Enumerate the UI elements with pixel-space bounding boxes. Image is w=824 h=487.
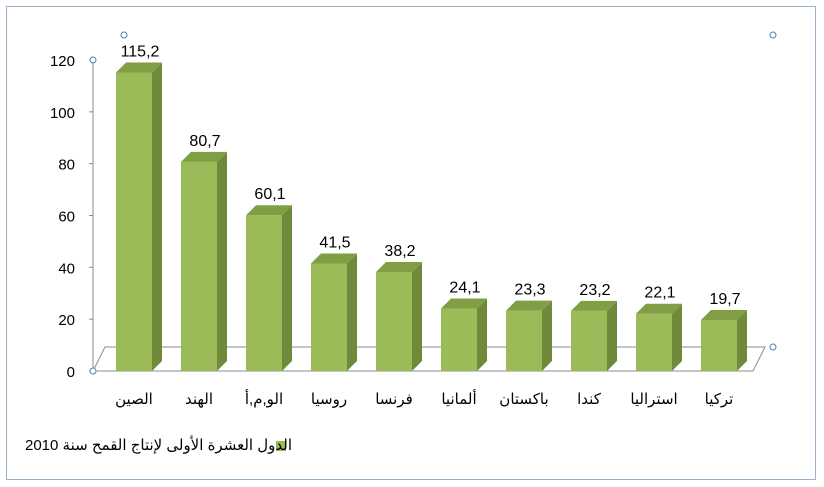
bar-top: [636, 303, 682, 314]
bar-side: [152, 62, 162, 371]
y-tick-label: 120: [50, 53, 75, 70]
bar: [506, 300, 552, 371]
bar-top: [181, 151, 227, 162]
y-tick-label: 40: [58, 260, 75, 277]
data-label: 23,3: [514, 282, 545, 299]
bar-front: [116, 72, 152, 371]
selection-handle: [120, 31, 128, 39]
y-tick-label: 100: [50, 105, 75, 122]
bar-front: [701, 319, 737, 371]
legend: الدول العشرة الأولى لإنتاج القمح سنة 201…: [25, 435, 292, 455]
bar-top: [116, 62, 162, 73]
y-tick-label: 60: [58, 209, 75, 226]
legend-label: الدول العشرة الأولى لإنتاج القمح سنة 201…: [25, 435, 292, 455]
category-label: الهند: [185, 391, 213, 408]
bar-top: [246, 205, 292, 216]
bar: [116, 62, 162, 371]
bar-front: [636, 313, 672, 371]
bar: [571, 300, 617, 371]
data-label: 60,1: [254, 186, 285, 203]
category-label: كندا: [577, 391, 602, 408]
bar: [246, 205, 292, 371]
bar-side: [477, 298, 487, 371]
selection-handle: [769, 343, 777, 351]
bar-front: [376, 271, 412, 371]
selection-handle: [769, 31, 777, 39]
data-label: 41,5: [319, 234, 350, 251]
bar-front: [181, 161, 217, 371]
bar-side: [412, 261, 422, 371]
bar-side: [672, 303, 682, 371]
data-label: 80,7: [189, 133, 220, 150]
bar-side: [347, 253, 357, 371]
bar: [701, 309, 747, 371]
bar: [441, 298, 487, 371]
category-label: باكستان: [499, 391, 548, 408]
bar-side: [217, 151, 227, 371]
bar-top: [311, 253, 357, 264]
bar-top: [701, 309, 747, 320]
data-label: 115,2: [121, 43, 160, 60]
bar-side: [737, 309, 747, 371]
data-label: 22,1: [644, 285, 675, 302]
category-label: الو,م,أ: [245, 389, 283, 408]
bar-front: [246, 215, 282, 371]
labels-layer: 115,2 الصين 80,7 الهند 60,1 الو,م,أ 41,5 روسيا 3…: [115, 43, 741, 408]
y-tick-label: 20: [58, 312, 75, 329]
bar-side: [607, 300, 617, 371]
data-label: 38,2: [384, 243, 415, 260]
bar-side: [282, 205, 292, 371]
y-tick-label: 0: [67, 364, 75, 381]
data-label: 24,1: [449, 280, 480, 297]
bar: [311, 253, 357, 371]
data-label: 23,2: [579, 282, 610, 299]
legend-swatch: [276, 441, 286, 451]
bar-front: [311, 263, 347, 371]
y-tick-label: 80: [58, 157, 75, 174]
bar: [376, 261, 422, 371]
bar-front: [571, 310, 607, 371]
selection-handle: [89, 56, 97, 64]
bar-front: [441, 308, 477, 371]
bar-top: [571, 300, 617, 311]
data-label: 19,7: [709, 291, 740, 308]
bar: [636, 303, 682, 371]
selection-handle: [89, 367, 97, 375]
category-label: روسيا: [311, 391, 347, 408]
bar-top: [506, 300, 552, 311]
bar: [181, 151, 227, 371]
category-label: تركيا: [705, 391, 734, 408]
bar-top: [441, 298, 487, 309]
category-label: فرنسا: [375, 391, 413, 408]
category-label: الصين: [115, 391, 153, 408]
bar-side: [542, 300, 552, 371]
bar-front: [506, 310, 542, 371]
category-label: ألمانيا: [441, 389, 476, 408]
category-label: استراليا: [630, 391, 677, 408]
bars-layer: [116, 62, 747, 371]
bar-top: [376, 261, 422, 272]
